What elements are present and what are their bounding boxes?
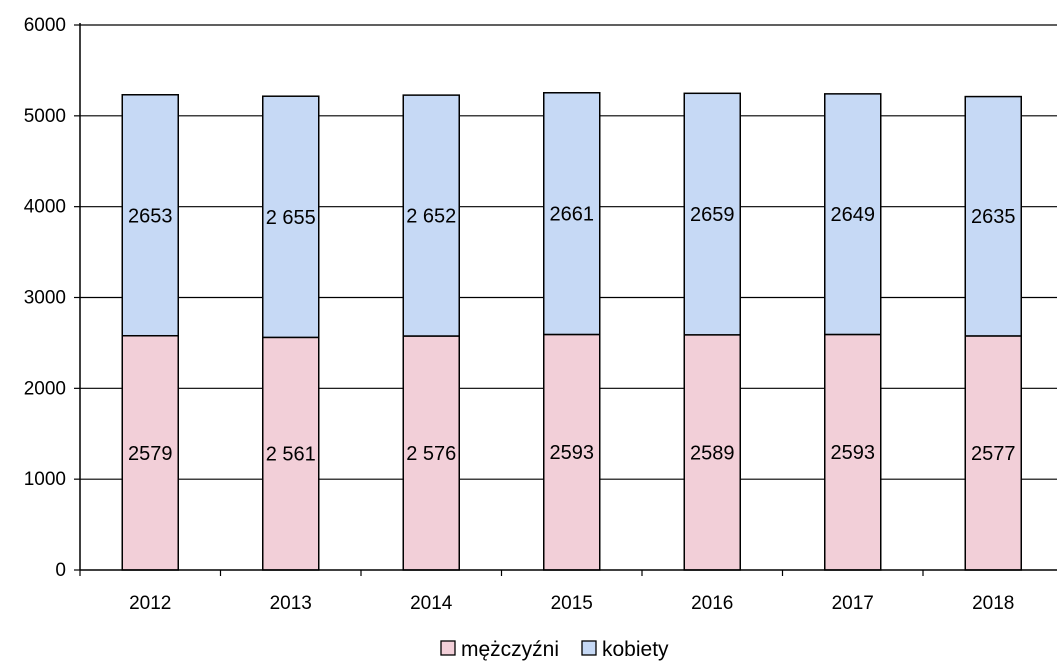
bars: [121, 92, 1022, 571]
legend-label-kobiety: kobiety: [602, 638, 669, 661]
axes: 0 1000 2000 3000 4000 5000 6000 2012 2013 2014 201…: [24, 15, 1057, 614]
data-label-kobiety-2013: 2 655: [266, 207, 316, 229]
data-label-kobiety-2015: 2661: [550, 204, 595, 226]
bar-mezczyzni-2017: [824, 333, 882, 571]
legend: mężczyźni kobiety: [440, 638, 669, 661]
x-tick-label-2016: 2016: [691, 593, 733, 614]
x-tick-label-2017: 2017: [832, 593, 874, 614]
bar-mezczyzni-2013: [262, 336, 320, 571]
legend-label-mezczyzni: mężczyźni: [461, 638, 559, 661]
y-tick-label-2000: 2000: [24, 378, 66, 399]
bar-mezczyzni-2018: [964, 335, 1022, 571]
data-label-mezczyzni-2016: 2589: [690, 442, 735, 464]
data-label-kobiety-2014: 2 652: [406, 206, 456, 228]
bar-kobiety-2012: [121, 94, 179, 337]
bar-kobiety-2014: [402, 94, 460, 337]
data-labels: 2579 2653 2 561 2 655 2 576 2 652 2593 2661 2589…: [128, 204, 1016, 466]
legend-swatch-kobiety: [581, 640, 597, 656]
bar-kobiety-2015: [543, 92, 601, 336]
data-label-kobiety-2017: 2649: [831, 204, 876, 226]
bar-mezczyzni-2014: [402, 335, 460, 571]
data-label-mezczyzni-2014: 2 576: [406, 443, 456, 465]
bar-mezczyzni-2015: [543, 333, 601, 571]
data-label-kobiety-2012: 2653: [128, 205, 173, 227]
bar-kobiety-2013: [262, 95, 320, 339]
y-tick-label-4000: 4000: [24, 197, 66, 218]
bar-kobiety-2018: [964, 95, 1022, 337]
data-label-kobiety-2018: 2635: [971, 206, 1016, 228]
y-tick-label-0: 0: [55, 560, 66, 581]
bar-kobiety-2016: [683, 92, 741, 336]
x-tick-label-2013: 2013: [270, 593, 312, 614]
data-label-mezczyzni-2015: 2593: [550, 442, 595, 464]
legend-swatch-mezczyzni: [440, 640, 456, 656]
bar-kobiety-2017: [824, 93, 882, 336]
data-label-mezczyzni-2012: 2579: [128, 443, 173, 465]
x-tick-label-2012: 2012: [129, 593, 171, 614]
x-tick-label-2015: 2015: [551, 593, 593, 614]
data-label-mezczyzni-2017: 2593: [831, 442, 876, 464]
data-label-mezczyzni-2013: 2 561: [266, 444, 316, 466]
data-label-kobiety-2016: 2659: [690, 204, 735, 226]
x-tick-label-2018: 2018: [972, 593, 1014, 614]
y-tick-label-1000: 1000: [24, 469, 66, 490]
y-tick-label-5000: 5000: [24, 106, 66, 127]
y-tick-label-3000: 3000: [24, 288, 66, 309]
data-label-mezczyzni-2018: 2577: [971, 443, 1016, 465]
y-tick-label-6000: 6000: [24, 15, 66, 36]
x-tick-label-2014: 2014: [410, 593, 453, 614]
